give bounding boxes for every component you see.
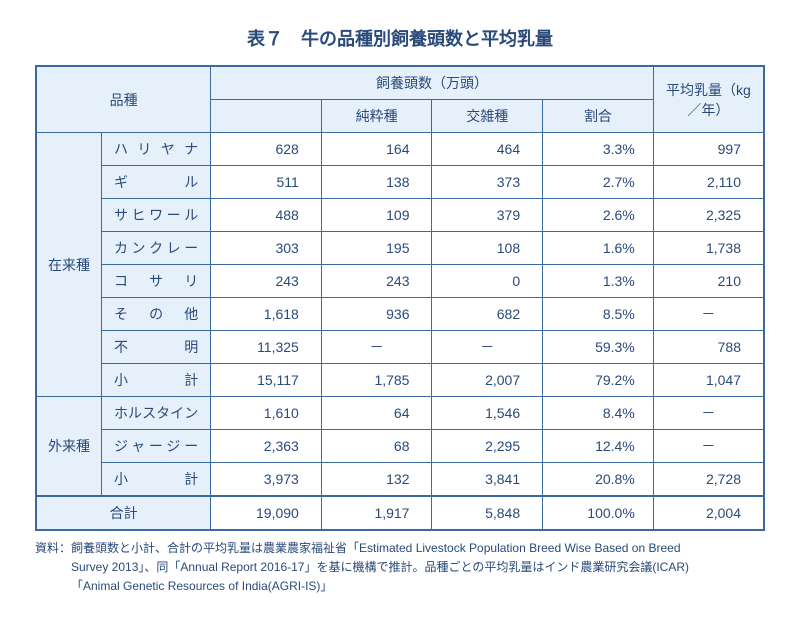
breed-name: 小計 [102,364,211,397]
th-ratio: 割合 [543,100,654,133]
footnote: 資料：飼養頭数と小計、合計の平均乳量は農業農家福祉省「Estimated Liv… [35,539,765,597]
cell: 243 [321,265,432,298]
cell: 2,363 [211,430,322,463]
cell: － [653,397,764,430]
table-title: 表７ 牛の品種別飼養頭数と平均乳量 [35,25,765,51]
table-row: ギル 511 138 373 2.7% 2,110 [36,166,764,199]
cell: 0 [432,265,543,298]
table-row: 在来種 ハリヤナ 628 164 464 3.3% 997 [36,133,764,166]
cell: 488 [211,199,322,232]
cell: 1.6% [543,232,654,265]
cell: 100.0% [543,496,654,530]
cell: 8.4% [543,397,654,430]
cell: 2,295 [432,430,543,463]
breed-name: ホルスタイン [102,397,211,430]
cell: 132 [321,463,432,497]
cell: 1,785 [321,364,432,397]
cell: 3.3% [543,133,654,166]
cell: － [653,430,764,463]
breed-name: ジャージー [102,430,211,463]
table-row: ジャージー 2,363 68 2,295 12.4% － [36,430,764,463]
cell: 59.3% [543,331,654,364]
cell: 379 [432,199,543,232]
breed-name: 不明 [102,331,211,364]
cell: － [653,298,764,331]
footnote-line: Survey 2013」、同「Annual Report 2016-17」を基に… [35,560,689,574]
cell: 303 [211,232,322,265]
table-row: 外来種 ホルスタイン 1,610 64 1,546 8.4% － [36,397,764,430]
cell: 2,110 [653,166,764,199]
th-breed: 品種 [36,66,211,133]
cell: 64 [321,397,432,430]
cell: 109 [321,199,432,232]
breed-name: ハリヤナ [102,133,211,166]
cell: 8.5% [543,298,654,331]
footnote-line: 「Animal Genetic Resources of India(AGRI-… [35,579,332,593]
cell: 373 [432,166,543,199]
cell: 12.4% [543,430,654,463]
th-cross: 交雑種 [432,100,543,133]
group-exotic: 外来種 [36,397,102,497]
group-native: 在来種 [36,133,102,397]
table-row: カンクレー 303 195 108 1.6% 1,738 [36,232,764,265]
cell: 108 [432,232,543,265]
cell: 997 [653,133,764,166]
table-row: 不明 11,325 － － 59.3% 788 [36,331,764,364]
cell: 15,117 [211,364,322,397]
cell: 20.8% [543,463,654,497]
cell: 1,047 [653,364,764,397]
breed-name: ギル [102,166,211,199]
cell: 2.6% [543,199,654,232]
table-row: コサリ 243 243 0 1.3% 210 [36,265,764,298]
cell: 19,090 [211,496,322,530]
cell: 2.7% [543,166,654,199]
cell: 682 [432,298,543,331]
table-row: サヒワール 488 109 379 2.6% 2,325 [36,199,764,232]
cell: 11,325 [211,331,322,364]
cell: 2,728 [653,463,764,497]
cell: 1,546 [432,397,543,430]
cell: 3,841 [432,463,543,497]
cell: － [432,331,543,364]
breed-name: カンクレー [102,232,211,265]
cell: 243 [211,265,322,298]
cell: 195 [321,232,432,265]
group-total: 合計 [36,496,211,530]
breed-name: その他 [102,298,211,331]
breed-name: 小計 [102,463,211,497]
table-row: 小計 3,973 132 3,841 20.8% 2,728 [36,463,764,497]
breed-table: 品種 飼養頭数（万頭） 平均乳量（kg ／年） 純粋種 交雑種 割合 在来種 ハ… [35,65,765,531]
cell: 628 [211,133,322,166]
cell: 5,848 [432,496,543,530]
cell: 1,738 [653,232,764,265]
cell: 210 [653,265,764,298]
cell: 3,973 [211,463,322,497]
cell: 164 [321,133,432,166]
table-row: 小計 15,117 1,785 2,007 79.2% 1,047 [36,364,764,397]
th-milk: 平均乳量（kg ／年） [653,66,764,133]
th-total [211,100,322,133]
breed-name: サヒワール [102,199,211,232]
cell: 1,917 [321,496,432,530]
footnote-line: 資料：飼養頭数と小計、合計の平均乳量は農業農家福祉省「Estimated Liv… [35,541,681,555]
cell: － [321,331,432,364]
cell: 788 [653,331,764,364]
cell: 2,004 [653,496,764,530]
cell: 1.3% [543,265,654,298]
th-pure: 純粋種 [321,100,432,133]
cell: 68 [321,430,432,463]
th-pop: 飼養頭数（万頭） [211,66,654,100]
cell: 79.2% [543,364,654,397]
cell: 1,618 [211,298,322,331]
table-row-total: 合計 19,090 1,917 5,848 100.0% 2,004 [36,496,764,530]
breed-name: コサリ [102,265,211,298]
cell: 138 [321,166,432,199]
cell: 2,007 [432,364,543,397]
cell: 464 [432,133,543,166]
cell: 936 [321,298,432,331]
table-row: その他 1,618 936 682 8.5% － [36,298,764,331]
cell: 1,610 [211,397,322,430]
cell: 2,325 [653,199,764,232]
cell: 511 [211,166,322,199]
